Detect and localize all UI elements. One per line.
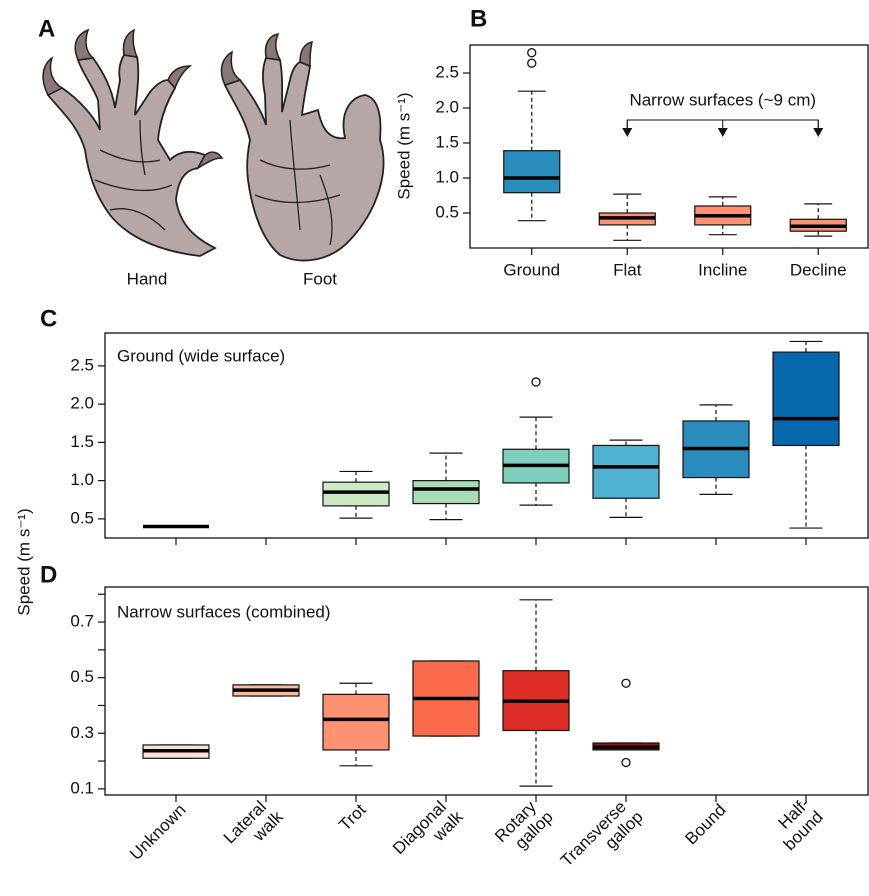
panel-letter: B (470, 5, 487, 32)
y-tick-label: 2.5 (435, 62, 459, 81)
plot-frame (469, 44, 869, 249)
annotation: Narrow surfaces (combined) (117, 602, 331, 621)
plot-frame (104, 332, 869, 539)
y-tick-label: 2.0 (70, 394, 94, 413)
y-tick-label: 1.0 (435, 167, 459, 186)
box (772, 351, 840, 447)
box (503, 150, 561, 194)
y-tick-label: 1.0 (70, 470, 94, 489)
panel-letter: A (38, 15, 55, 42)
outlier (621, 678, 631, 688)
x-tick-label: Diagonal walk (389, 794, 467, 872)
y-axis-label: Speed (m s⁻¹) (14, 508, 33, 615)
annotation: Ground (wide surface) (117, 346, 285, 365)
y-tick-label: 0.7 (70, 612, 94, 631)
plot-frame (104, 586, 869, 796)
y-tick-label: 0.5 (70, 508, 94, 527)
box (322, 481, 390, 507)
outlier (527, 58, 537, 68)
drawing-label: Hand (127, 269, 168, 288)
x-tick-label: Trot (336, 800, 371, 835)
panel-letter: C (40, 305, 57, 332)
hand-drawing (42, 28, 224, 257)
arrow-head (813, 128, 824, 137)
box (322, 693, 390, 751)
x-tick-label: Incline (698, 260, 747, 279)
outlier (527, 48, 537, 58)
y-axis-label: Speed (m s⁻¹) (394, 92, 413, 199)
x-tick-label: Bound (682, 801, 730, 849)
y-tick-label: 1.5 (435, 132, 459, 151)
x-tick-label: Flat (613, 260, 642, 279)
outlier (531, 377, 541, 387)
y-tick-label: 0.1 (70, 778, 94, 797)
x-tick-label: Half-bound (767, 794, 827, 854)
y-tick-label: 0.3 (70, 723, 94, 742)
x-tick-label: Decline (790, 260, 847, 279)
x-tick-label: Unknown (126, 801, 190, 865)
y-tick-label: 0.5 (70, 667, 94, 686)
y-tick-label: 1.5 (70, 432, 94, 451)
drawing-label: Foot (303, 269, 337, 288)
outlier (621, 757, 631, 768)
arrow-head (717, 128, 728, 137)
panel-letter: D (40, 561, 57, 588)
box (412, 480, 480, 505)
y-tick-label: 0.5 (435, 202, 459, 221)
annotation: Narrow surfaces (~9 cm) (629, 90, 816, 109)
x-tick-label: Lateral walk (220, 794, 287, 861)
y-tick-label: 2.0 (435, 97, 459, 116)
x-tick-label: Rotary gallop (491, 794, 557, 860)
arrow-head (622, 128, 633, 137)
foot-drawing (220, 32, 385, 262)
box (592, 444, 660, 499)
x-tick-label: Transverse gallop (557, 794, 647, 884)
y-tick-label: 2.5 (70, 355, 94, 374)
x-tick-label: Ground (503, 260, 560, 279)
